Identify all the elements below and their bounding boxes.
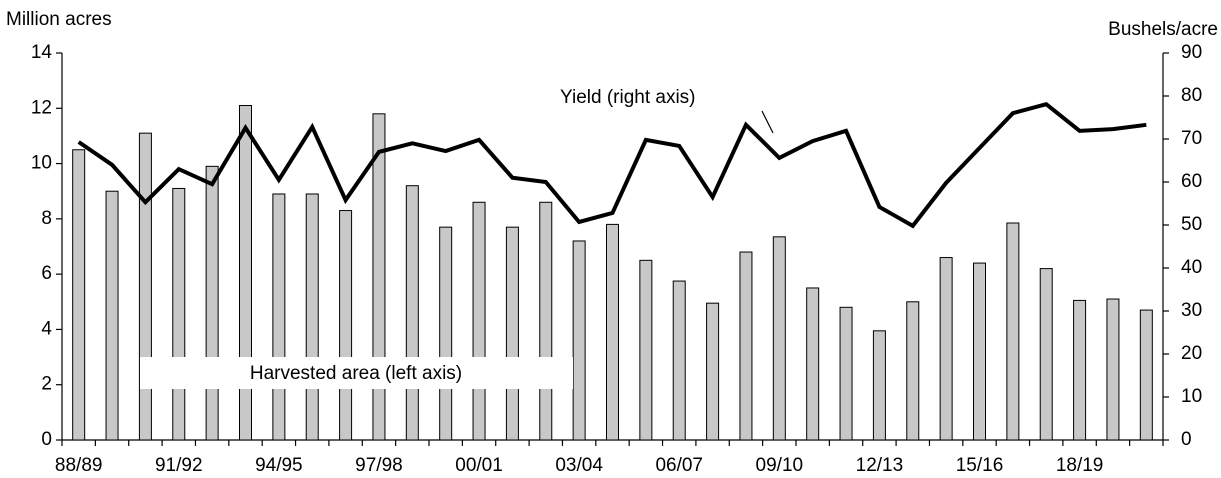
x-tick-label: 18/19 — [1056, 455, 1104, 476]
y-tick-label: 8 — [41, 208, 52, 229]
bar — [105, 190, 119, 441]
series-label: Yield (right axis) — [560, 87, 696, 108]
x-tick-label: 00/01 — [455, 455, 503, 476]
bar — [872, 330, 886, 441]
y-tick-label: 6 — [41, 263, 52, 284]
x-tick-label: 88/89 — [55, 455, 103, 476]
bar — [339, 210, 353, 441]
x-tick-label: 06/07 — [655, 455, 703, 476]
bar — [1073, 299, 1087, 441]
bar — [439, 226, 453, 441]
bar — [305, 193, 319, 441]
x-tick-label: 91/92 — [155, 455, 203, 476]
bar — [806, 287, 820, 441]
y-tick-label: 10 — [31, 153, 52, 174]
x-tick-label: 94/95 — [255, 455, 303, 476]
bar — [239, 105, 252, 441]
bar — [72, 149, 86, 441]
y-tick-label: 0 — [41, 429, 52, 450]
y2-tick-label: 50 — [1181, 214, 1202, 235]
y-axis-title: Million acres — [6, 9, 112, 30]
bar — [372, 113, 386, 441]
y2-tick-label: 30 — [1181, 300, 1202, 321]
y2-tick-label: 10 — [1181, 386, 1202, 407]
y2-tick-label: 0 — [1181, 429, 1192, 450]
bar — [1039, 268, 1053, 441]
x-tick-label: 12/13 — [856, 455, 904, 476]
bar — [572, 240, 586, 441]
y-tick-label: 4 — [41, 318, 52, 339]
y2-tick-label: 40 — [1181, 257, 1202, 278]
bar — [772, 236, 786, 441]
series-label: Harvested area (left axis) — [250, 363, 462, 384]
y2-tick-label: 60 — [1181, 171, 1202, 192]
x-tick-label: 97/98 — [355, 455, 403, 476]
y2-tick-label: 70 — [1181, 128, 1202, 149]
bar — [939, 257, 953, 441]
bar — [906, 301, 920, 441]
bar — [1139, 309, 1153, 441]
bar — [1106, 298, 1120, 441]
bar — [639, 259, 653, 441]
bar — [172, 187, 186, 441]
bar — [472, 201, 486, 441]
bar — [272, 193, 286, 441]
y-tick-label: 14 — [31, 42, 53, 63]
bar — [672, 280, 686, 441]
y2-tick-label: 20 — [1181, 343, 1202, 364]
bar — [505, 226, 519, 441]
yield-line — [77, 101, 1147, 229]
label-box — [140, 357, 573, 389]
bar — [839, 306, 853, 441]
pointer — [761, 110, 774, 134]
bar — [1006, 222, 1020, 441]
bar — [739, 251, 753, 441]
y-tick-label: 2 — [41, 374, 52, 395]
y2-tick-label: 80 — [1181, 85, 1202, 106]
bar — [539, 201, 553, 441]
bar — [706, 302, 720, 441]
bar — [973, 262, 986, 441]
bar — [606, 223, 619, 441]
x-tick-label: 09/10 — [756, 455, 804, 476]
y-tick-label: 12 — [31, 97, 52, 118]
y2-tick-label: 90 — [1181, 42, 1202, 63]
x-tick-label: 03/04 — [555, 455, 603, 476]
bar — [205, 165, 219, 441]
x-tick-label: 15/16 — [956, 455, 1004, 476]
bar — [405, 185, 419, 441]
bar — [138, 132, 152, 441]
y2-axis-title: Bushels/acre — [1108, 19, 1218, 40]
